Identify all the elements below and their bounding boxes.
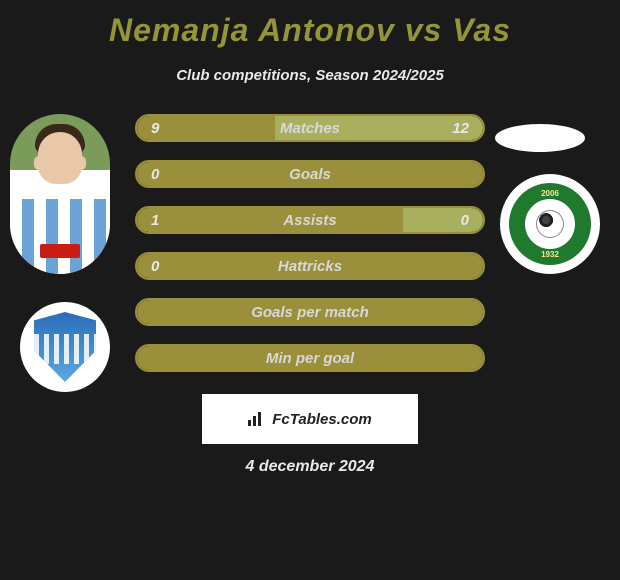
bar-label: Hattricks <box>137 254 483 278</box>
bar-value-right: 12 <box>452 116 469 140</box>
bar-label: Matches <box>137 116 483 140</box>
avatar-jersey <box>10 199 110 274</box>
bar-label: Min per goal <box>137 346 483 370</box>
stat-bar-row: Assists1 0 <box>135 206 485 234</box>
avatar-head <box>38 132 82 184</box>
bar-value-left: 9 <box>151 116 159 140</box>
bar-value-right: 0 <box>461 208 469 232</box>
club-stripes <box>34 334 96 364</box>
comparison-bars: Matches912Goals0Assists10Hattricks0Goals… <box>135 114 485 390</box>
club-left-badge <box>20 302 110 392</box>
player-left-avatar <box>10 114 110 274</box>
club-year-top: 2006 <box>541 189 559 198</box>
stat-bar-row: Goals per match <box>135 298 485 326</box>
stat-bar-row: Matches9 12 <box>135 114 485 142</box>
page-title: Nemanja Antonov vs Vas <box>0 0 620 49</box>
bar-label: Assists <box>137 208 483 232</box>
subtitle: Club competitions, Season 2024/2025 <box>0 67 620 84</box>
bar-chart-icon <box>248 412 266 426</box>
date-label: 4 december 2024 <box>0 458 620 476</box>
bar-value-left: 0 <box>151 162 159 186</box>
club-right-badge: 2006 1932 <box>500 174 600 274</box>
player-right-avatar-placeholder <box>495 124 585 152</box>
bar-label: Goals <box>137 162 483 186</box>
football-icon <box>536 210 564 238</box>
club-shield-icon <box>34 312 96 382</box>
stat-bar-row: Min per goal <box>135 344 485 372</box>
club-year-bottom: 1932 <box>541 250 559 259</box>
stat-bar-row: Hattricks0 <box>135 252 485 280</box>
avatar-sponsor <box>40 244 80 258</box>
bar-label: Goals per match <box>137 300 483 324</box>
stat-bar-row: Goals0 <box>135 160 485 188</box>
club-inner-circle <box>525 199 575 249</box>
bar-value-left: 1 <box>151 208 159 232</box>
bar-value-left: 0 <box>151 254 159 278</box>
club-outer-ring: 2006 1932 <box>509 183 591 265</box>
attribution-text: FcTables.com <box>272 411 371 428</box>
attribution-box: FcTables.com <box>202 394 418 444</box>
